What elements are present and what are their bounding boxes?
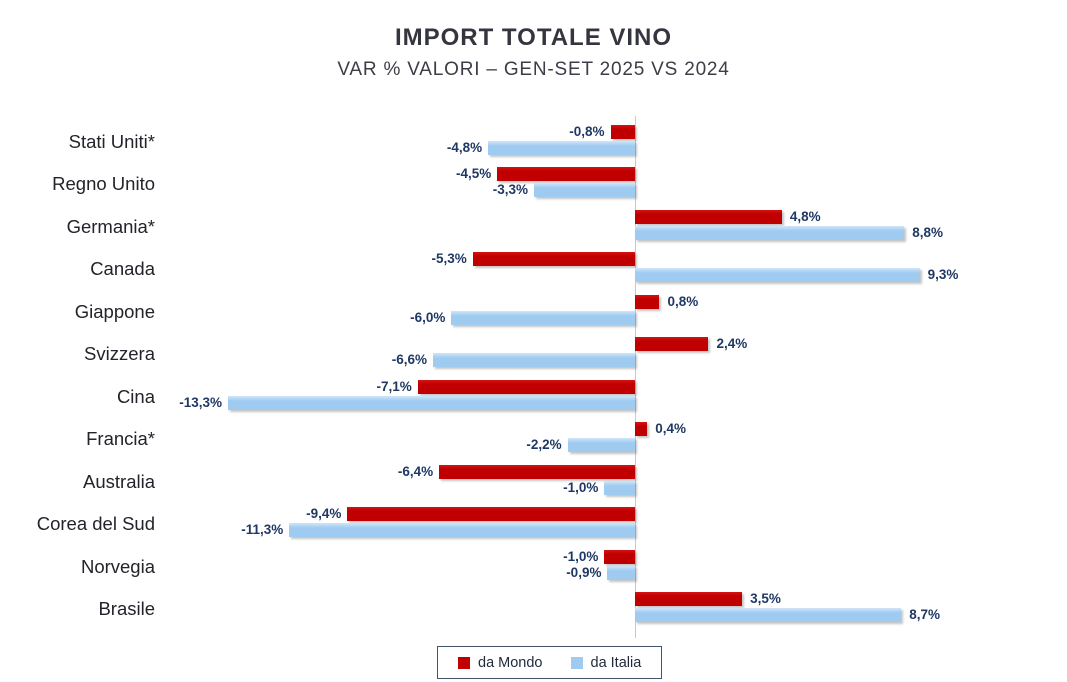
bar-da-italia bbox=[607, 565, 635, 580]
value-label: -6,6% bbox=[391, 352, 428, 368]
value-label: -2,2% bbox=[526, 437, 562, 453]
value-label: -3,3% bbox=[492, 182, 529, 198]
chart-legend: da Mondo da Italia bbox=[437, 646, 663, 679]
category-label: Australia bbox=[83, 470, 155, 492]
bar-da-italia bbox=[635, 268, 920, 283]
bar-da-italia bbox=[433, 353, 635, 368]
value-label: -1,0% bbox=[563, 548, 599, 564]
value-label: 0,4% bbox=[655, 421, 687, 437]
zero-axis-line bbox=[635, 116, 636, 638]
bar-da-mondo bbox=[635, 422, 648, 437]
bar-da-mondo bbox=[610, 125, 635, 139]
value-label: 0,8% bbox=[667, 293, 699, 309]
bar-da-mondo bbox=[604, 549, 635, 564]
value-label: -7,1% bbox=[376, 378, 412, 394]
category-label: Francia* bbox=[86, 428, 155, 450]
value-label: -1,0% bbox=[563, 479, 599, 495]
value-label: -11,3% bbox=[241, 522, 284, 538]
bar-da-mondo bbox=[635, 337, 709, 352]
category-label: Cina bbox=[116, 385, 155, 407]
legend-item-da-italia: da Italia bbox=[570, 654, 642, 671]
value-label: -5,3% bbox=[431, 251, 467, 267]
category-label: Canada bbox=[90, 258, 155, 280]
bar-da-mondo bbox=[635, 209, 782, 224]
category-label: Corea del Sud bbox=[36, 513, 155, 535]
bar-da-mondo bbox=[347, 507, 635, 522]
category-label: Regno Unito bbox=[52, 173, 155, 195]
bar-da-mondo bbox=[439, 464, 635, 479]
bar-da-italia bbox=[451, 310, 635, 325]
legend-label-da-mondo: da Mondo bbox=[478, 654, 543, 671]
da-mondo-swatch-icon bbox=[458, 656, 470, 669]
category-label: Svizzera bbox=[84, 343, 155, 365]
category-label: Brasile bbox=[98, 597, 155, 619]
value-label: 2,4% bbox=[716, 336, 748, 352]
bar-da-italia bbox=[635, 225, 905, 240]
category-label: Stati Uniti* bbox=[68, 131, 155, 152]
bar-da-mondo bbox=[472, 252, 635, 267]
bar-da-italia bbox=[289, 523, 635, 538]
bar-da-italia bbox=[567, 438, 635, 453]
bar-da-italia bbox=[604, 480, 635, 495]
legend-item-da-mondo: da Mondo bbox=[458, 655, 543, 671]
bar-da-italia bbox=[488, 141, 635, 155]
category-label: Giappone bbox=[74, 300, 155, 322]
value-label: -6,0% bbox=[410, 309, 446, 325]
value-label: 3,5% bbox=[750, 590, 781, 606]
value-label: 8,8% bbox=[912, 224, 944, 240]
value-label: -4,5% bbox=[456, 166, 492, 182]
chart-title: IMPORT TOTALE VINO bbox=[394, 24, 673, 51]
bar-da-mondo bbox=[635, 294, 660, 309]
value-label: 4,8% bbox=[789, 208, 821, 224]
da-italia-swatch-icon bbox=[570, 656, 583, 669]
value-label: -4,8% bbox=[446, 140, 483, 155]
value-label: 8,7% bbox=[909, 606, 940, 622]
value-label: -0,8% bbox=[569, 124, 605, 139]
value-label: -9,4% bbox=[306, 506, 342, 522]
bar-da-mondo bbox=[635, 591, 743, 606]
category-label: Germania* bbox=[66, 215, 155, 237]
chart-subtitle: VAR % VALORI – GEN-SET 2025 VS 2024 bbox=[337, 59, 730, 80]
value-label: -6,4% bbox=[397, 463, 434, 479]
category-label: Norvegia bbox=[80, 555, 155, 577]
bar-da-mondo bbox=[497, 167, 635, 182]
bar-da-mondo bbox=[417, 379, 635, 394]
bar-da-italia bbox=[534, 183, 635, 198]
value-label: 9,3% bbox=[927, 267, 959, 283]
value-label: -13,3% bbox=[179, 394, 223, 410]
bar-da-italia bbox=[635, 607, 902, 622]
value-label: -0,9% bbox=[566, 564, 602, 580]
legend-label-da-italia: da Italia bbox=[590, 654, 642, 671]
bar-da-italia bbox=[228, 395, 635, 410]
